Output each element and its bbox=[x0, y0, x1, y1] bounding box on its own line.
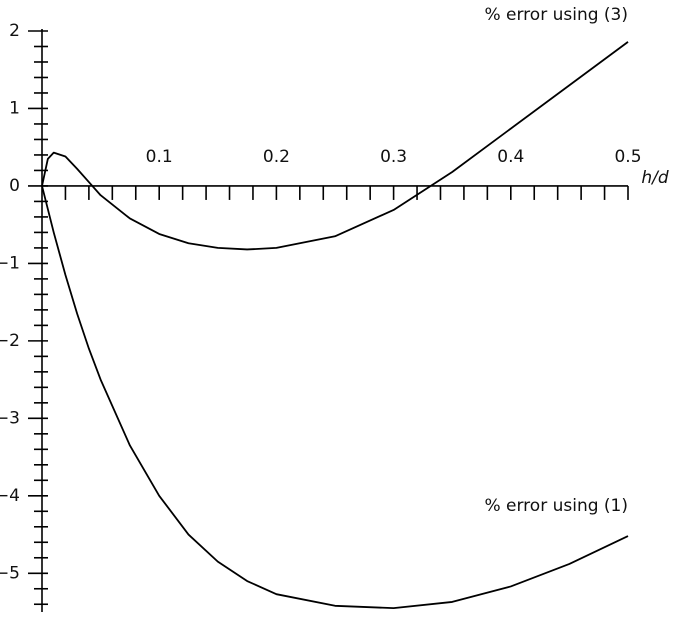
line-series bbox=[41, 185, 629, 610]
y-tick-label: −1 bbox=[0, 253, 20, 273]
series-label: % error using (3) bbox=[484, 5, 628, 25]
y-tick-label: 2 bbox=[9, 21, 20, 41]
x-tick-label: 0.3 bbox=[380, 147, 407, 167]
y-tick-label: −3 bbox=[0, 408, 20, 428]
x-tick-label: 0.2 bbox=[263, 147, 290, 167]
x-tick-label: 0.1 bbox=[146, 147, 173, 167]
x-tick-label: 0.5 bbox=[614, 147, 641, 167]
series-label: % error using (1) bbox=[484, 496, 628, 516]
y-tick-label: 1 bbox=[9, 98, 20, 118]
y-tick-label: 0 bbox=[9, 176, 20, 196]
y-tick-label: −2 bbox=[0, 331, 20, 351]
y-tick-label: −5 bbox=[0, 563, 20, 583]
x-tick-label: 0.4 bbox=[497, 147, 524, 167]
x-axis-label: h/d bbox=[641, 168, 669, 188]
line-series bbox=[41, 41, 629, 251]
y-tick-label: −4 bbox=[0, 486, 20, 506]
